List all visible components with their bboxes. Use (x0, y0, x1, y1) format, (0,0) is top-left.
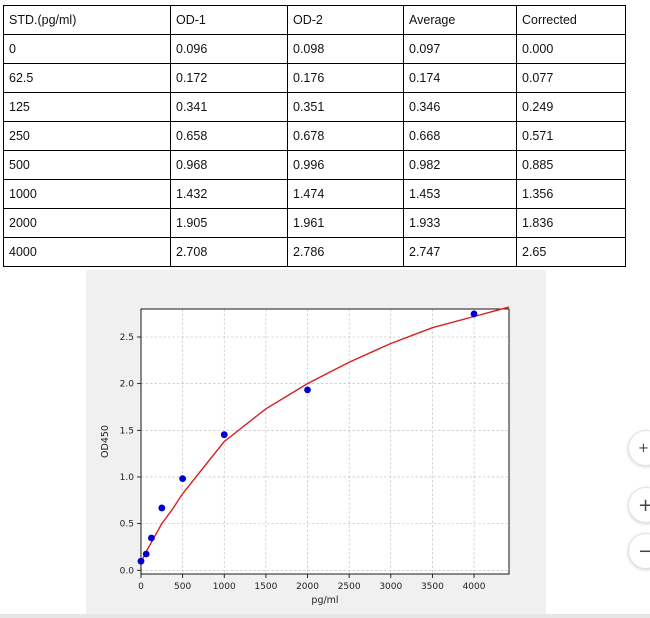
x-tick-label: 3000 (379, 582, 402, 592)
y-tick-label: 0.5 (120, 520, 134, 530)
x-tick-label: 4000 (463, 582, 486, 592)
fit-curve-line (140, 306, 510, 564)
standard-curve-chart: 0 500 1000 1500 2000 2500 3000 3500 4000 0.0 0.5 1.… (86, 270, 546, 616)
y-tick-label: 2.5 (120, 333, 134, 343)
zoom-fit-button[interactable]: + (628, 430, 650, 466)
zoom-fit-icon: + (638, 440, 649, 456)
table-cell: 0.077 (516, 63, 626, 93)
y-tick-label: 1.0 (120, 473, 135, 483)
x-tick-label: 2000 (296, 582, 319, 592)
x-tick-label: 1000 (213, 582, 236, 592)
table-row: 125 0.341 0.351 0.346 0.249 (3, 92, 626, 122)
x-tick-label: 0 (138, 582, 144, 592)
table-cell: 0.172 (170, 63, 288, 93)
table-cell: 1.474 (287, 179, 404, 209)
plus-icon: + (638, 494, 650, 516)
data-point (179, 475, 187, 483)
zoom-out-button[interactable]: − (628, 533, 650, 569)
data-point (470, 310, 478, 318)
table-cell: 0.996 (287, 150, 404, 180)
x-tick-label: 1500 (254, 582, 277, 592)
table-cell: 0.341 (170, 92, 288, 122)
x-tick-label: 2500 (338, 582, 361, 592)
bottom-scroll-strip (0, 614, 650, 618)
table-cell: 250 (3, 121, 171, 151)
table-cell: 0.678 (287, 121, 404, 151)
table-cell: 0 (3, 34, 171, 64)
table-row: 250 0.658 0.678 0.668 0.571 (3, 121, 626, 151)
data-point (137, 557, 145, 565)
table-cell: 0.351 (287, 92, 404, 122)
standard-curve-table: STD.(pg/ml) OD-1 OD-2 Average Corrected 0 0.0… (3, 5, 626, 267)
data-point (304, 386, 311, 394)
x-axis-title: pg/ml (311, 595, 338, 606)
table-cell: 0.249 (516, 92, 626, 122)
column-header: OD-2 (287, 5, 404, 35)
table-cell: 500 (3, 150, 171, 180)
column-header: STD.(pg/ml) (3, 5, 171, 35)
plot-area (141, 309, 509, 574)
table-cell: 0.668 (403, 121, 517, 151)
data-point (158, 504, 166, 512)
table-cell: 125 (3, 92, 171, 122)
table-body: 0 0.096 0.098 0.097 0.000 62.5 0.172 0.176 0.174… (3, 34, 626, 267)
table-cell: 0.097 (403, 34, 517, 64)
table-cell: 0.885 (516, 150, 626, 180)
table-cell: 1000 (3, 179, 171, 209)
zoom-in-button[interactable]: + (628, 487, 650, 523)
table-cell: 0.000 (516, 34, 626, 64)
table-cell: 0.658 (170, 121, 288, 151)
table-cell: 2000 (3, 208, 171, 238)
table-cell: 62.5 (3, 63, 171, 93)
table-cell: 1.933 (403, 208, 517, 238)
data-point (220, 431, 228, 439)
y-tick-label: 0.0 (120, 566, 135, 576)
table-cell: 4000 (3, 237, 171, 267)
table-cell: 2.747 (403, 237, 517, 267)
table-row: 62.5 0.172 0.176 0.174 0.077 (3, 63, 626, 93)
table-cell: 0.098 (287, 34, 404, 64)
y-tick-label: 2.0 (120, 380, 135, 390)
column-header: Average (403, 5, 517, 35)
column-header: OD-1 (170, 5, 288, 35)
x-tick-label: 3500 (421, 582, 444, 592)
column-header: Corrected (516, 5, 626, 35)
table-cell: 0.346 (403, 92, 517, 122)
table-row: 500 0.968 0.996 0.982 0.885 (3, 150, 626, 180)
table-cell: 1.836 (516, 208, 626, 238)
table-cell: 2.65 (516, 237, 626, 267)
y-axis-title: OD450 (100, 425, 111, 458)
table-cell: 2.786 (287, 237, 404, 267)
y-tick-label: 1.5 (120, 426, 134, 436)
plot-frame (140, 308, 510, 575)
table-cell: 0.571 (516, 121, 626, 151)
x-tick-label: 500 (174, 582, 191, 592)
table-row: 2000 1.905 1.961 1.933 1.836 (3, 208, 626, 238)
table-cell: 2.708 (170, 237, 288, 267)
table-cell: 1.356 (516, 179, 626, 209)
data-point (148, 534, 155, 542)
table-cell: 0.174 (403, 63, 517, 93)
table-cell: 1.432 (170, 179, 288, 209)
data-point (142, 550, 150, 558)
table-row: 4000 2.708 2.786 2.747 2.65 (3, 237, 626, 267)
table-cell: 1.453 (403, 179, 517, 209)
table-cell: 1.961 (287, 208, 404, 238)
table-cell: 0.968 (170, 150, 288, 180)
table-cell: 0.982 (403, 150, 517, 180)
table-header-row: STD.(pg/ml) OD-1 OD-2 Average Corrected (3, 5, 626, 35)
table-row: 1000 1.432 1.474 1.453 1.356 (3, 179, 626, 209)
table-cell: 0.176 (287, 63, 404, 93)
table-cell: 1.905 (170, 208, 288, 238)
minus-icon: − (638, 540, 650, 562)
table-row: 0 0.096 0.098 0.097 0.000 (3, 34, 626, 64)
chart-svg: 0 500 1000 1500 2000 2500 3000 3500 4000 0.0 0.5 1.… (100, 306, 510, 606)
table-cell: 0.096 (170, 34, 288, 64)
